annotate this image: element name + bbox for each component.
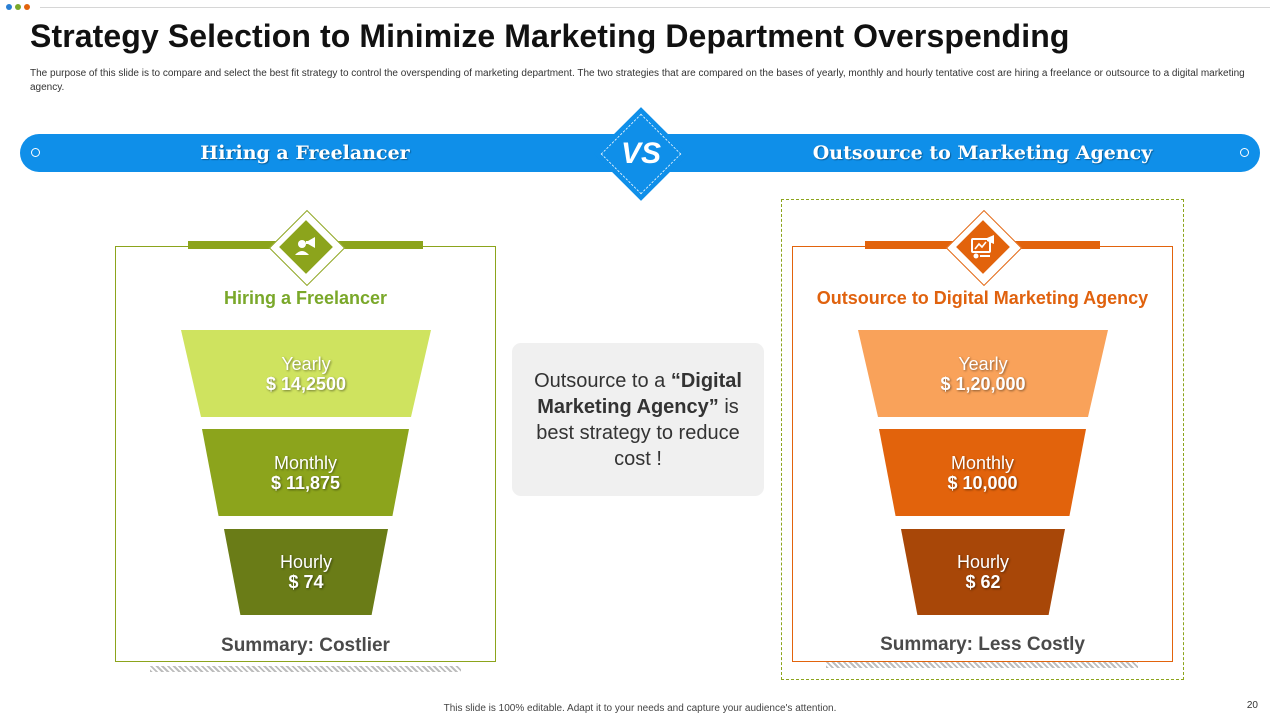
vs-badge: VS — [594, 107, 688, 201]
agency-card-shadow — [826, 662, 1138, 668]
recommendation-box: Outsource to a “Digital Marketing Agency… — [512, 343, 764, 496]
recommendation-prefix: Outsource to a — [534, 369, 671, 392]
bar-right-label: Outsource to Marketing Agency — [812, 142, 1153, 164]
agency-monthly-value: $ 10,000 — [947, 472, 1018, 493]
freelancer-summary: Summary: Costlier — [221, 635, 390, 656]
freelancer-hourly-label: Hourly — [279, 552, 332, 572]
agency-yearly-label: Yearly — [958, 353, 1008, 374]
top-divider — [40, 7, 1270, 8]
agency-heading: Outsource to Digital Marketing Agency — [816, 288, 1149, 308]
agency-monthly-step: Monthly $ 10,000 — [879, 429, 1086, 516]
slide-description: The purpose of this slide is to compare … — [30, 68, 1245, 93]
freelancer-monthly-label: Monthly — [273, 452, 338, 473]
freelancer-icon-badge — [268, 209, 346, 287]
freelancer-monthly-value: $ 11,875 — [270, 472, 341, 493]
dot-blue — [6, 4, 12, 10]
freelancer-card-shadow — [150, 666, 461, 672]
slide-title: Strategy Selection to Minimize Marketing… — [30, 18, 1070, 54]
freelancer-hourly-step: Hourly $ 74 — [224, 529, 388, 615]
megaphone-person-icon — [295, 237, 315, 255]
agency-hourly-value: $ 62 — [965, 572, 1001, 592]
freelancer-monthly-step: Monthly $ 11,875 — [202, 429, 409, 516]
freelancer-card: Hiring a Freelancer Yearly $ 14,2500 Mon… — [115, 209, 496, 662]
agency-monthly-label: Monthly — [950, 452, 1015, 473]
freelancer-yearly-label: Yearly — [281, 353, 331, 374]
page-number: 20 — [1246, 700, 1258, 711]
bar-right-circle-icon — [1240, 148, 1249, 157]
agency-card: Outsource to Digital Marketing Agency Ye… — [792, 209, 1173, 662]
agency-selected-frame — [781, 199, 1184, 680]
recommendation-suffix: is best strategy to reduce cost ! — [536, 395, 740, 470]
freelancer-hourly-value: $ 74 — [288, 572, 324, 592]
freelancer-yearly-value: $ 14,2500 — [265, 373, 347, 394]
agency-yearly-value: $ 1,20,000 — [940, 373, 1026, 394]
agency-yearly-step: Yearly $ 1,20,000 — [858, 330, 1108, 417]
freelancer-yearly-step: Yearly $ 14,2500 — [181, 330, 431, 417]
window-dots — [6, 4, 30, 10]
digital-marketing-icon — [971, 235, 994, 259]
agency-icon-badge — [945, 209, 1023, 287]
agency-summary: Summary: Less Costly — [880, 634, 1085, 655]
agency-hourly-step: Hourly $ 62 — [901, 529, 1065, 615]
slide-footer: This slide is 100% editable. Adapt it to… — [443, 703, 837, 714]
freelancer-heading: Hiring a Freelancer — [223, 288, 388, 308]
vs-label: VS — [620, 137, 662, 170]
recommendation-text: Outsource to a “Digital Marketing Agency… — [512, 368, 764, 472]
dot-orange — [24, 4, 30, 10]
bar-left-circle-icon — [31, 148, 40, 157]
bar-left-label: Hiring a Freelancer — [200, 142, 410, 164]
dot-green — [15, 4, 21, 10]
recommendation-highlight: “Digital Marketing Agency” — [537, 369, 742, 418]
agency-hourly-label: Hourly — [956, 552, 1009, 572]
